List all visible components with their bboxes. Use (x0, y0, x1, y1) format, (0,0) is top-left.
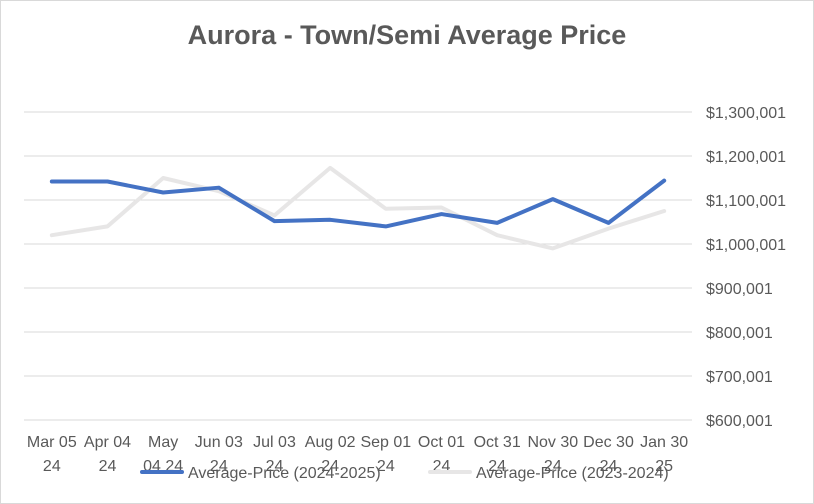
x-tick-label: Sep 01 24 (360, 434, 411, 475)
x-tick-label: May 04 24 (143, 434, 183, 475)
y-tick-label: $1,100,001 (706, 193, 786, 210)
chart-title: Aurora - Town/Semi Average Price (188, 20, 627, 50)
y-tick-label: $900,001 (706, 281, 773, 298)
y-axis-tick-labels: $600,001 $700,001 $800,001 $900,001 $1,000,0… (706, 105, 786, 430)
y-tick-label: $600,001 (706, 413, 773, 430)
series-lines (49, 165, 667, 251)
x-tick-label: Jan 30 25 (640, 434, 688, 475)
legend: Average-Price (2024-2025) Average-Price (… (140, 465, 669, 482)
legend-label: Average-Price (2023-2024) (476, 465, 669, 482)
y-tick-label: $1,200,001 (706, 149, 786, 166)
x-tick-label: Aug 02 24 (305, 434, 356, 475)
x-tick-label: Nov 30 24 (527, 434, 578, 475)
y-tick-label: $700,001 (706, 369, 773, 386)
gridlines (24, 111, 692, 421)
x-tick-label: Mar 05 24 (27, 434, 77, 475)
x-tick-label: Dec 30 24 (583, 434, 634, 475)
x-tick-label: Apr 04 24 (84, 434, 131, 475)
x-tick-label: Oct 31 24 (474, 434, 521, 475)
x-tick-label: Jun 03 24 (195, 434, 243, 475)
y-tick-label: $1,000,001 (706, 237, 786, 254)
y-tick-label: $1,300,001 (706, 105, 786, 122)
series-line (49, 165, 667, 251)
x-tick-label: Oct 01 24 (418, 434, 465, 475)
legend-label: Average-Price (2024-2025) (188, 465, 381, 482)
series-line (49, 178, 667, 229)
y-tick-label: $800,001 (706, 325, 773, 342)
x-tick-label: Jul 03 24 (253, 434, 296, 475)
